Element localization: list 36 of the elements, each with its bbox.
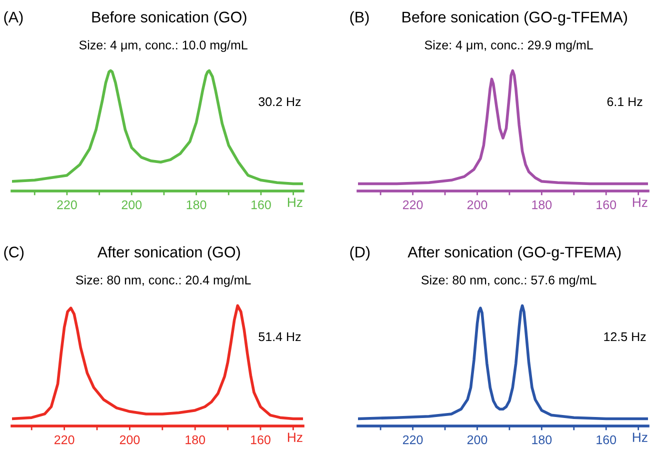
- x-tick-label: 160: [596, 200, 616, 210]
- x-tick-label: 200: [467, 435, 488, 444]
- chart-subtitle: Size: 80 nm, conc.: 20.4 mg/mL: [76, 275, 251, 287]
- chart-subtitle: Size: 80 nm, conc.: 57.6 mg/mL: [421, 275, 596, 287]
- x-tick-label: 180: [532, 200, 552, 210]
- annotation: 30.2 Hz: [258, 97, 301, 106]
- x-tick-label: 180: [532, 435, 552, 444]
- x-tick-label: 200: [120, 435, 140, 444]
- x-tick-label: 160: [251, 435, 270, 444]
- x-tick-label: 180: [186, 435, 206, 444]
- annotation: 6.1 Hz: [607, 97, 642, 106]
- chart-title: Before sonication (GO): [92, 11, 246, 26]
- x-tick-label: 220: [402, 435, 423, 444]
- x-tick-label: 160: [596, 435, 616, 444]
- x-tick-label: 220: [54, 435, 74, 444]
- x-tick-label: 220: [402, 200, 423, 210]
- x-tick-label: 180: [186, 200, 206, 210]
- chart-subtitle: Size: 4 μm, conc.: 29.9 mg/mL: [424, 40, 593, 52]
- text: (A): [4, 11, 23, 26]
- x-tick-label: 200: [467, 200, 488, 210]
- text: (B): [350, 11, 369, 26]
- x-axis-title: Hz: [288, 198, 302, 207]
- text: (C): [4, 246, 24, 260]
- x-axis-title: Hz: [632, 198, 648, 207]
- annotation: 51.4 Hz: [258, 332, 301, 342]
- annotation: 12.5 Hz: [604, 332, 646, 342]
- x-axis-title: Hz: [632, 432, 648, 442]
- x-tick-label: 160: [251, 200, 271, 210]
- x-tick-label: 220: [57, 200, 77, 210]
- x-axis-title: Hz: [288, 432, 302, 442]
- chart-title: After sonication (GO-g-TFEMA): [408, 246, 621, 260]
- chart-title: After sonication (GO): [97, 246, 240, 260]
- chart-subtitle: Size: 4 μm, conc.: 10.0 mg/mL: [79, 40, 248, 52]
- x-tick-label: 200: [122, 200, 142, 210]
- text: (D): [350, 246, 370, 260]
- chart-title: Before sonication (GO-g-TFEMA): [402, 11, 627, 26]
